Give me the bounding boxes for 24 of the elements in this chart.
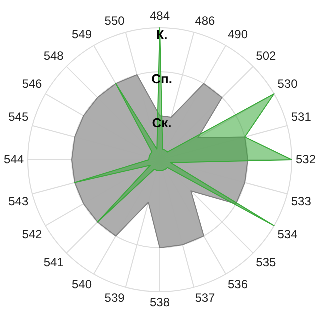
spoke-label: 541 bbox=[44, 256, 64, 270]
spoke-label: 545 bbox=[8, 110, 29, 124]
spoke-label: 542 bbox=[22, 228, 43, 242]
spoke-label: 535 bbox=[256, 256, 276, 270]
spoke-label: 490 bbox=[228, 27, 248, 42]
spoke-label: 486 bbox=[195, 14, 216, 28]
spoke-label: 484 bbox=[150, 9, 170, 24]
spoke-label: 531 bbox=[291, 110, 312, 124]
spoke-label: 539 bbox=[104, 290, 126, 305]
spoke-label: 532 bbox=[296, 152, 316, 166]
spoke-label: 548 bbox=[44, 48, 64, 63]
spoke-label: 543 bbox=[8, 194, 29, 209]
spoke-label: 550 bbox=[104, 14, 126, 28]
spoke-label: 538 bbox=[150, 295, 170, 310]
spoke-label: 533 bbox=[291, 194, 312, 209]
spoke-label: 530 bbox=[278, 77, 298, 92]
spoke-label: 540 bbox=[72, 277, 92, 292]
spoke-label: 502 bbox=[256, 48, 276, 63]
spoke-label: 537 bbox=[195, 290, 216, 305]
spoke-label: 544 bbox=[4, 152, 24, 166]
spoke-label: 546 bbox=[22, 77, 43, 92]
spoke-label: 534 bbox=[278, 228, 298, 242]
spoke-label: 536 bbox=[228, 277, 248, 292]
spoke-label: 549 bbox=[72, 27, 92, 42]
